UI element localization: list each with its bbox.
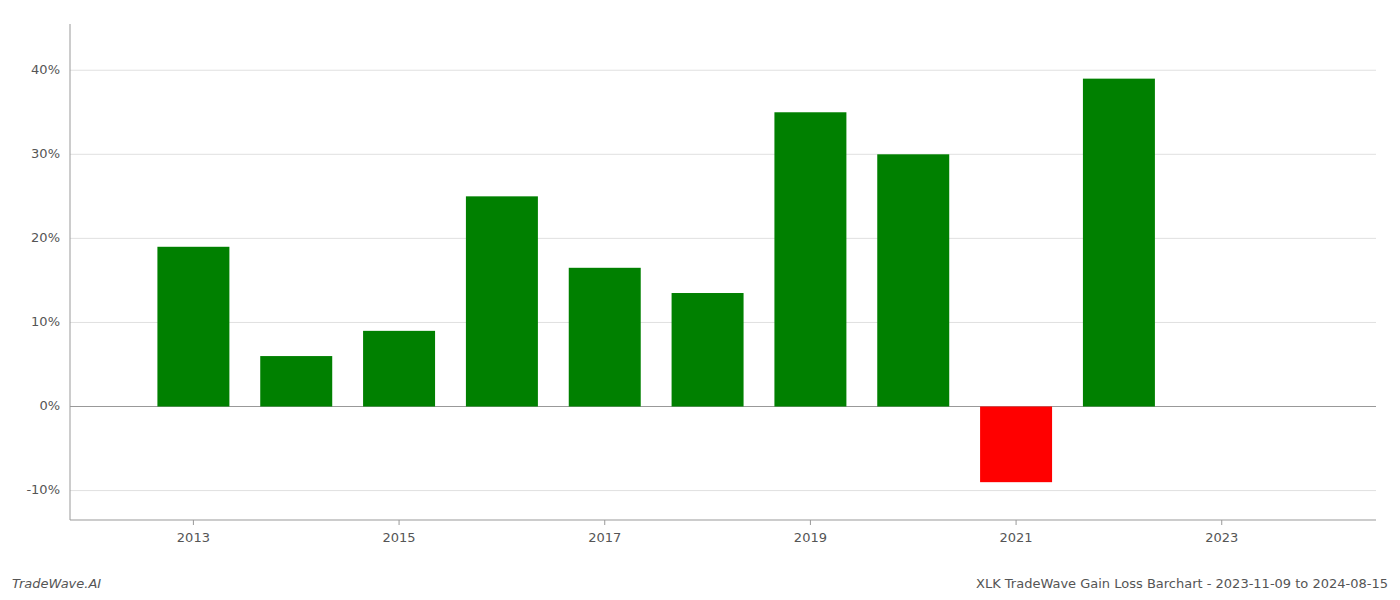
x-tick-label: 2021 [1000, 530, 1033, 545]
x-tick [1221, 520, 1222, 525]
x-ticks: 2013 2015 2017 2019 2021 2023 [177, 520, 1238, 545]
y-tick-label: 10% [31, 314, 60, 329]
x-tick-label: 2019 [794, 530, 827, 545]
y-tick-label: -10% [26, 482, 60, 497]
y-grid [70, 70, 1376, 490]
bar [569, 268, 641, 407]
x-tick-label: 2017 [588, 530, 621, 545]
x-tick-label: 2015 [383, 530, 416, 545]
y-tick-labels: -10% 0% 10% 20% 30% 40% [26, 62, 60, 497]
bar [774, 112, 846, 406]
bar [980, 407, 1052, 483]
x-axis-line [70, 520, 1376, 521]
x-tick [399, 520, 400, 525]
grid-line [70, 490, 1376, 491]
bars [157, 79, 1154, 483]
chart-svg: -10%0%10%20%30%40%2013201520172019202120… [0, 0, 1400, 600]
bar [157, 247, 229, 407]
x-tick [604, 520, 605, 525]
bar [466, 196, 538, 406]
bar [672, 293, 744, 406]
y-axis-line [70, 24, 71, 520]
y-tick-label: 20% [31, 230, 60, 245]
bar [363, 331, 435, 407]
grid-line [70, 238, 1376, 239]
watermark: TradeWave.AI [12, 576, 101, 591]
x-tick-label: 2013 [177, 530, 210, 545]
x-tick [193, 520, 194, 525]
bar [260, 356, 332, 406]
bar [1083, 79, 1155, 407]
x-tick [1016, 520, 1017, 525]
y-tick-label: 40% [31, 62, 60, 77]
x-tick-label: 2023 [1205, 530, 1238, 545]
y-tick-label: 0% [39, 398, 60, 413]
x-tick [810, 520, 811, 525]
grid-line [70, 154, 1376, 155]
chart-container: -10%0%10%20%30%40%2013201520172019202120… [0, 0, 1400, 600]
grid-line [70, 70, 1376, 71]
bar [877, 154, 949, 406]
y-tick-label: 30% [31, 146, 60, 161]
chart-title: XLK TradeWave Gain Loss Barchart - 2023-… [976, 576, 1388, 591]
